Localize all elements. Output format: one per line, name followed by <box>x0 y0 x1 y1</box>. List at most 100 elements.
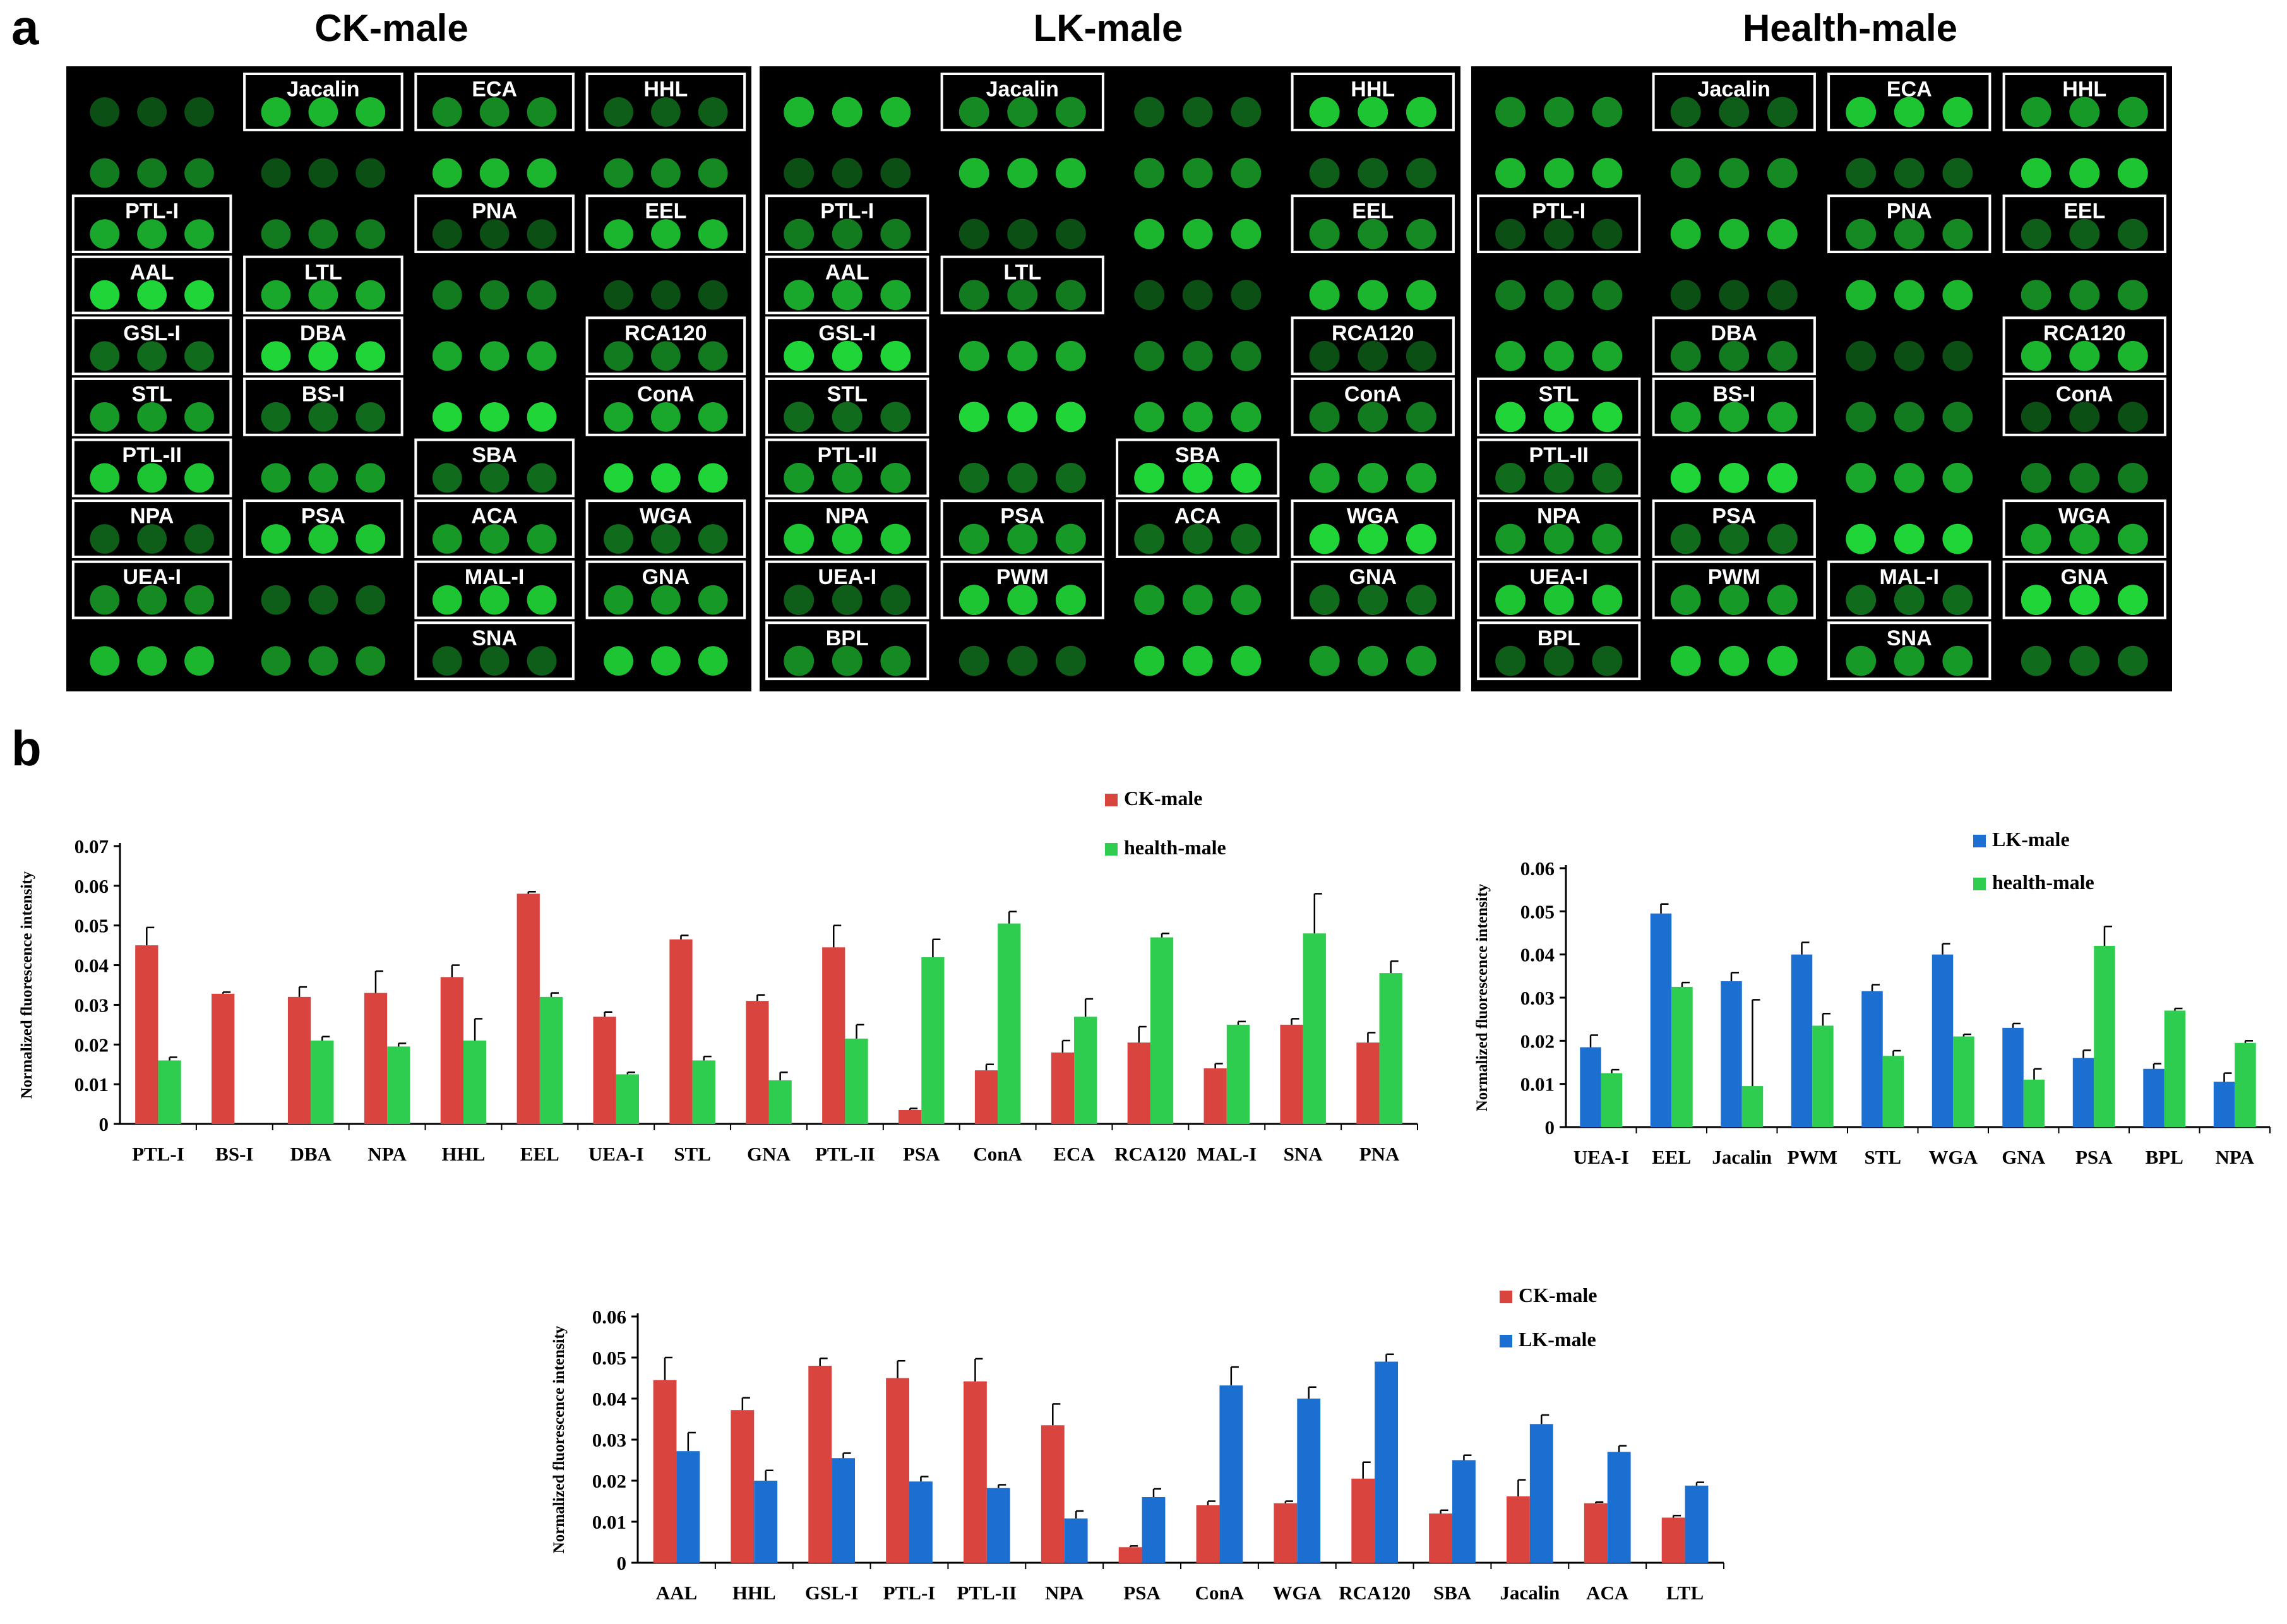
lectin-box <box>1291 560 1455 619</box>
microarray-spot <box>1055 280 1086 311</box>
microarray-spot <box>479 219 510 249</box>
lectin-label: EEL <box>1352 200 1394 224</box>
bar-LK-male-PSA <box>2072 1058 2094 1127</box>
microarray-spot <box>1894 402 1925 433</box>
y-tick-label: 0.06 <box>592 1306 626 1328</box>
bar-CK-male-PTL-II <box>964 1381 987 1563</box>
y-tick-label: 0.07 <box>75 835 109 857</box>
lectin-box <box>1827 194 1991 254</box>
microarray-spot <box>1592 218 1623 249</box>
microarray-spot <box>1894 158 1925 188</box>
microarray-spot <box>90 280 120 310</box>
bar-LK-male-PSA <box>1142 1497 1166 1563</box>
microarray-spot <box>1592 402 1623 433</box>
bar-CK-male-PSA <box>899 1110 922 1124</box>
lectin-box <box>414 438 575 498</box>
bar-CK-male-ACA <box>1584 1503 1608 1563</box>
lectin-label: BPL <box>1538 626 1580 650</box>
microarray-spot <box>1543 645 1574 676</box>
microarray-spot <box>137 219 167 249</box>
x-tick-label: BS-I <box>215 1143 253 1165</box>
microarray-spot <box>1846 402 1877 433</box>
microarray-spot <box>958 523 989 554</box>
microarray-spot <box>1592 340 1623 371</box>
microarray-spot <box>698 219 728 249</box>
microarray-spot <box>432 402 462 432</box>
microarray-spot <box>308 402 338 432</box>
lectin-box <box>1477 377 1641 436</box>
lectin-box <box>1477 499 1641 558</box>
x-tick-label: RCA120 <box>1114 1143 1186 1165</box>
bar-health-male-MAL-I <box>1226 1024 1250 1124</box>
microarray-spot <box>2021 585 2051 616</box>
microarray-spot <box>479 646 510 676</box>
microarray-spot <box>1406 218 1436 249</box>
microarray-spot <box>1767 585 1798 616</box>
x-tick-label: PSA <box>2075 1146 2113 1168</box>
microarray-spot <box>1767 463 1798 493</box>
microarray-spot <box>1007 463 1038 493</box>
lectin-label: STL <box>827 382 868 406</box>
y-tick-label: 0.04 <box>75 955 109 977</box>
lectin-box <box>940 255 1104 314</box>
microarray-spot <box>1309 97 1340 128</box>
bar-CK-male-ConA <box>1196 1505 1220 1563</box>
microarray-spot <box>261 646 291 676</box>
microarray-spot <box>1894 280 1925 311</box>
microarray-spot <box>261 97 291 127</box>
bar-health-male-ECA <box>1074 1017 1097 1124</box>
microarray-spot <box>1670 523 1701 554</box>
microarray-spot <box>479 341 510 371</box>
legend-swatch <box>1973 835 1986 847</box>
microarray-spot <box>90 463 120 493</box>
microarray-spot <box>958 645 989 676</box>
lectin-box <box>585 499 746 558</box>
bar-LK-male-GSL-I <box>832 1458 855 1563</box>
lectin-label: PNA <box>472 200 517 224</box>
lectin-label: DBA <box>1711 321 1757 345</box>
x-tick-label: GNA <box>2002 1146 2046 1168</box>
microarray-spot <box>308 341 338 371</box>
microarray-spot <box>527 280 557 310</box>
microarray-spot <box>1055 158 1086 188</box>
microarray-spot <box>1358 218 1388 249</box>
lectin-label: Jacalin <box>986 78 1059 102</box>
lectin-label: SNA <box>1887 626 1932 650</box>
microarray-spot <box>880 280 911 311</box>
lectin-label: AAL <box>130 260 174 284</box>
microarray-spot <box>1007 585 1038 616</box>
x-tick-label: UEA-I <box>588 1143 644 1165</box>
x-tick-label: ConA <box>973 1143 1022 1165</box>
x-tick-label: ECA <box>1053 1143 1095 1165</box>
chart-1: 0 0.01 0.02 0.03 0.04 0.05 0.06 Normalized fluo… <box>1474 828 2271 1168</box>
bar-health-male-DBA <box>311 1041 334 1124</box>
microarray-spot <box>1406 402 1436 433</box>
bar-LK-male-STL <box>1861 991 1883 1127</box>
microarray-spot <box>2069 158 2100 188</box>
bar-CK-male-STL <box>669 939 693 1124</box>
bar-CK-male-LTL <box>1661 1517 1685 1563</box>
y-tick-label: 0 <box>1545 1116 1555 1138</box>
microarray-spot <box>90 402 120 432</box>
lectin-box <box>414 560 575 619</box>
bar-CK-male-GNA <box>746 1001 769 1124</box>
lectin-box <box>1477 560 1641 619</box>
microarray-spot <box>184 97 214 127</box>
microarray-spot <box>184 463 214 493</box>
bar-CK-male-RCA120 <box>1351 1478 1375 1563</box>
lectin-label: DBA <box>300 321 347 345</box>
microarray-spot <box>1134 463 1165 493</box>
x-tick-label: LTL <box>1666 1582 1704 1604</box>
microarray-spot <box>1007 218 1038 249</box>
lectin-label: RCA120 <box>1332 321 1414 345</box>
microarray-spot <box>2069 402 2100 433</box>
microarray-spot <box>698 463 728 493</box>
bar-health-male-PSA <box>2094 946 2115 1127</box>
microarray-spot <box>1846 645 1877 676</box>
microarray-spot <box>432 524 462 554</box>
microarray-spot <box>355 219 386 249</box>
microarray-spot <box>1942 585 1973 616</box>
microarray-spot <box>1846 523 1877 554</box>
bar-health-male-Jacalin <box>1741 1086 1764 1127</box>
microarray-spot <box>1231 97 1262 128</box>
